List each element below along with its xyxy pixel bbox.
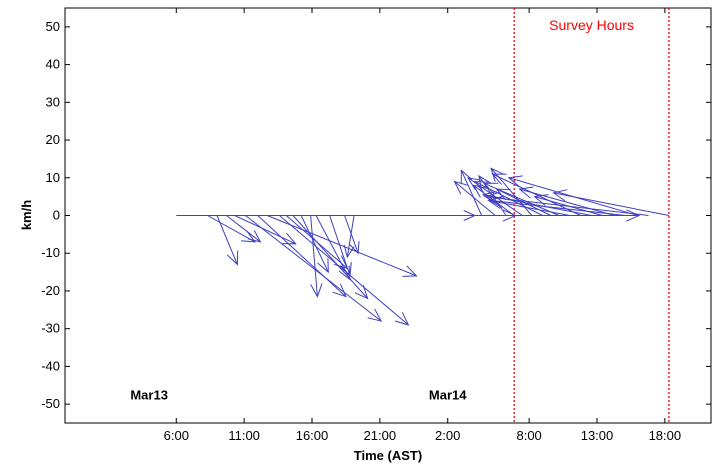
wind-vector: [552, 189, 670, 216]
y-tick-label: -50: [41, 396, 60, 411]
wind-vector: [367, 209, 641, 222]
wind-vector: [226, 215, 262, 243]
y-axis-title: km/h: [19, 200, 34, 230]
x-tick-label: 13:00: [581, 428, 614, 443]
x-tick-label: 8:00: [516, 428, 541, 443]
wind-vector: [245, 215, 383, 322]
wind-vector: [453, 180, 496, 216]
wind-vector: [267, 215, 418, 277]
wind-vector: [488, 195, 626, 216]
wind-vector: [292, 215, 369, 300]
y-tick-label: -10: [41, 245, 60, 260]
wind-vector: [279, 215, 410, 326]
x-axis: 6:00 11:00 16:00 21:00 2:00 8:00 13:00 18:00: [164, 8, 682, 443]
wind-vector: [478, 174, 507, 216]
y-axis: 50 40 30 20 10 0 -10 -20 -30 -40 -50: [41, 19, 711, 411]
wind-vector: [434, 210, 477, 221]
y-tick-label: 10: [46, 170, 60, 185]
survey-hours-label: Survey Hours: [549, 17, 634, 33]
wind-vector: [310, 215, 323, 298]
wind-vector: [484, 191, 649, 216]
x-tick-label: 18:00: [649, 428, 682, 443]
x-tick-label: 6:00: [164, 428, 189, 443]
wind-vector: [216, 215, 239, 266]
wind-vector: [207, 215, 257, 243]
x-tick-label: 2:00: [435, 428, 460, 443]
wind-vector: [234, 215, 297, 245]
wind-vector: [518, 186, 615, 216]
wind-vector: [460, 169, 483, 216]
y-tick-label: -30: [41, 321, 60, 336]
date-label: Mar13: [130, 388, 168, 403]
x-axis-title: Time (AST): [354, 448, 422, 463]
wind-vector: [473, 180, 543, 216]
x-tick-label: 11:00: [228, 428, 260, 443]
wind-vector: [329, 215, 352, 278]
x-tick-label: 21:00: [364, 428, 397, 443]
wind-vector: [257, 215, 347, 298]
y-tick-label: 50: [46, 19, 60, 34]
y-tick-label: 20: [46, 132, 60, 147]
date-labels: Mar13 Mar14: [130, 388, 467, 403]
wind-vector: [343, 215, 355, 259]
wind-vector: [315, 215, 351, 281]
y-tick-label: -20: [41, 283, 60, 298]
y-tick-label: 40: [46, 57, 60, 72]
y-tick-label: -40: [41, 358, 60, 373]
survey-window: Survey Hours: [513, 8, 670, 423]
wind-vector: [300, 215, 329, 274]
x-tick-label: 16:00: [296, 428, 329, 443]
y-tick-label: 30: [46, 94, 60, 109]
wind-vectors: [176, 167, 670, 326]
wind-vector: [483, 182, 560, 216]
y-tick-label: 0: [53, 208, 60, 223]
date-label: Mar14: [429, 388, 467, 403]
